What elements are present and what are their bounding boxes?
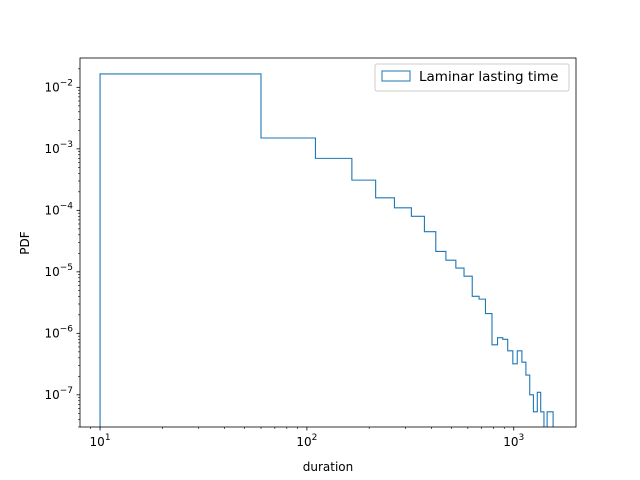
y-axis-label: PDF — [18, 231, 32, 254]
y-tick-label: 10−4 — [44, 201, 73, 217]
y-tick-label: 10−6 — [44, 324, 73, 340]
y-axis-ticks: 10−7 10−6 10−5 10−4 10−3 10−2 — [44, 68, 80, 428]
legend-label: Laminar lasting time — [419, 69, 558, 85]
legend-frame — [374, 63, 570, 92]
plot-frame — [79, 57, 577, 428]
legend: Laminar lasting time — [374, 63, 570, 92]
plot-area — [99, 73, 554, 427]
x-tick-label: 101 — [90, 433, 111, 449]
legend-swatch — [381, 70, 411, 82]
histogram-step-line — [99, 73, 554, 427]
x-tick-label: 103 — [503, 433, 524, 449]
y-tick-label: 10−3 — [44, 140, 73, 156]
y-tick-label: 10−5 — [44, 263, 73, 279]
x-axis-label: duration — [303, 460, 354, 474]
y-tick-label: 10−7 — [44, 386, 73, 402]
x-axis-ticks: 101 102 103 — [90, 427, 524, 449]
x-tick-label: 102 — [296, 433, 317, 449]
y-tick-label: 10−2 — [44, 78, 73, 94]
